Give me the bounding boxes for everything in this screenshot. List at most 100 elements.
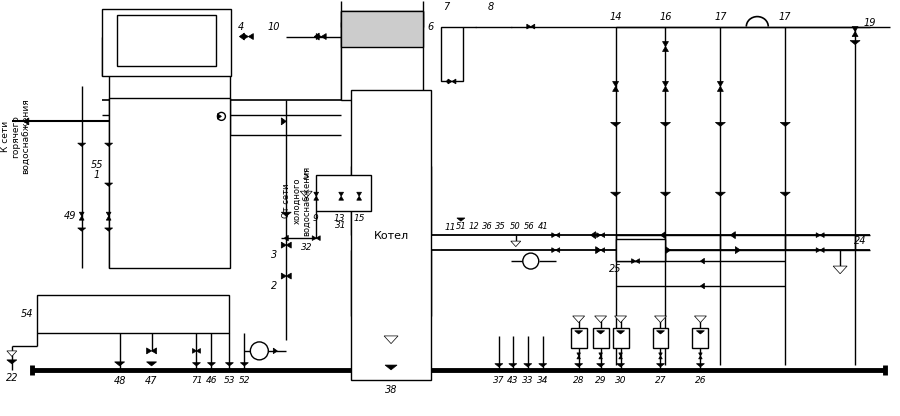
Text: 25: 25: [609, 264, 622, 274]
Text: 13: 13: [333, 214, 345, 223]
Text: 29: 29: [595, 376, 607, 385]
Polygon shape: [852, 32, 858, 37]
Polygon shape: [597, 364, 605, 367]
Polygon shape: [79, 216, 84, 220]
Text: 1: 1: [94, 170, 100, 180]
Polygon shape: [274, 348, 277, 354]
Polygon shape: [735, 247, 741, 254]
Polygon shape: [577, 353, 580, 356]
Polygon shape: [619, 353, 623, 356]
Text: 52: 52: [238, 376, 250, 385]
Polygon shape: [314, 33, 319, 40]
Polygon shape: [820, 233, 824, 238]
Text: 2: 2: [271, 281, 277, 291]
Polygon shape: [780, 122, 790, 126]
Text: 3: 3: [271, 250, 277, 260]
Text: 27: 27: [654, 376, 666, 385]
Text: 14: 14: [609, 12, 622, 22]
Polygon shape: [77, 228, 86, 231]
Circle shape: [250, 342, 268, 360]
Polygon shape: [695, 316, 707, 322]
Polygon shape: [312, 236, 316, 240]
Polygon shape: [356, 196, 362, 200]
Polygon shape: [511, 241, 521, 247]
Polygon shape: [661, 192, 670, 196]
Text: 11: 11: [445, 223, 455, 232]
Polygon shape: [665, 247, 670, 254]
Polygon shape: [286, 273, 292, 279]
Polygon shape: [616, 364, 625, 367]
Bar: [692, 328, 708, 348]
Text: 47: 47: [145, 376, 158, 386]
Polygon shape: [495, 364, 503, 367]
Polygon shape: [446, 79, 449, 84]
Polygon shape: [452, 79, 456, 84]
Text: 38: 38: [385, 385, 397, 395]
Polygon shape: [225, 363, 233, 366]
Polygon shape: [248, 34, 253, 40]
Polygon shape: [147, 362, 157, 366]
Polygon shape: [193, 349, 196, 353]
Polygon shape: [662, 82, 669, 87]
Text: 28: 28: [573, 376, 584, 385]
Polygon shape: [598, 353, 602, 356]
Polygon shape: [820, 248, 824, 253]
Text: 24: 24: [854, 236, 867, 246]
Polygon shape: [616, 331, 625, 334]
Text: 41: 41: [537, 222, 548, 230]
Text: 17: 17: [714, 12, 726, 22]
Text: 30: 30: [615, 376, 626, 385]
Bar: [592, 328, 608, 348]
Polygon shape: [147, 348, 151, 354]
Circle shape: [523, 253, 539, 269]
Polygon shape: [659, 353, 662, 356]
Polygon shape: [698, 353, 702, 356]
Polygon shape: [780, 192, 790, 196]
Polygon shape: [552, 233, 555, 238]
Bar: [37, 295, 230, 333]
Polygon shape: [698, 356, 702, 359]
Polygon shape: [321, 34, 326, 40]
Polygon shape: [661, 232, 665, 239]
Polygon shape: [816, 233, 820, 238]
Text: 46: 46: [206, 376, 217, 385]
Polygon shape: [385, 365, 397, 370]
Polygon shape: [384, 336, 398, 344]
Polygon shape: [282, 242, 286, 248]
Polygon shape: [613, 87, 618, 92]
Bar: [341, 10, 423, 47]
Text: 51: 51: [455, 222, 466, 230]
Text: 17: 17: [779, 12, 791, 22]
Polygon shape: [114, 362, 124, 366]
Text: 8: 8: [488, 2, 494, 12]
Bar: [613, 328, 628, 348]
Polygon shape: [104, 183, 112, 186]
Polygon shape: [316, 34, 321, 40]
Polygon shape: [539, 364, 546, 367]
Polygon shape: [316, 236, 320, 240]
Polygon shape: [552, 248, 555, 253]
Polygon shape: [207, 363, 215, 366]
Polygon shape: [240, 363, 248, 366]
Text: Котел: Котел: [374, 231, 409, 241]
Polygon shape: [531, 24, 535, 29]
Text: 31: 31: [336, 220, 346, 230]
Polygon shape: [717, 82, 724, 87]
Text: 7: 7: [443, 2, 449, 12]
Polygon shape: [595, 316, 607, 322]
Polygon shape: [700, 258, 705, 264]
Text: 71: 71: [191, 376, 202, 385]
Polygon shape: [104, 143, 112, 146]
Polygon shape: [314, 192, 319, 196]
Polygon shape: [448, 79, 452, 84]
Text: 36: 36: [482, 222, 492, 230]
Text: 48: 48: [113, 376, 126, 386]
Polygon shape: [23, 118, 29, 125]
Text: 54: 54: [21, 309, 33, 319]
Polygon shape: [338, 196, 344, 200]
Bar: [616, 239, 665, 261]
Text: 56: 56: [524, 222, 534, 230]
Polygon shape: [590, 232, 596, 239]
Polygon shape: [104, 228, 112, 231]
Polygon shape: [7, 360, 17, 364]
